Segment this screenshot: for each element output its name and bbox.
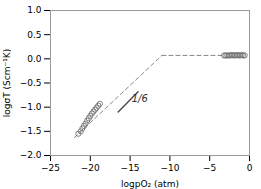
svg-text:−2.0: −2.0: [20, 150, 42, 160]
svg-text:1/6: 1/6: [132, 93, 148, 104]
svg-text:logpO₂ (atm): logpO₂ (atm): [121, 179, 179, 189]
svg-text:1.0: 1.0: [27, 5, 42, 15]
svg-text:−15: −15: [121, 163, 140, 173]
svg-text:−1.5: −1.5: [20, 126, 42, 136]
svg-text:−0.5: −0.5: [20, 78, 42, 88]
svg-text:−25: −25: [41, 163, 60, 173]
svg-text:−5: −5: [203, 163, 216, 173]
svg-text:−1.0: −1.0: [20, 102, 42, 112]
svg-text:0.0: 0.0: [27, 54, 42, 64]
svg-text:0.5: 0.5: [27, 30, 41, 40]
svg-text:−10: −10: [160, 163, 179, 173]
svg-text:−20: −20: [81, 163, 100, 173]
svg-text:0: 0: [247, 163, 253, 173]
svg-text:logσT (Scm⁻¹K): logσT (Scm⁻¹K): [2, 49, 12, 118]
